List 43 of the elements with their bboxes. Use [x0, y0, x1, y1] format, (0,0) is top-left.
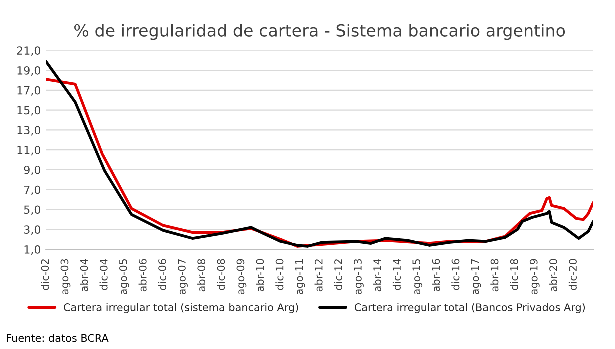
x-tick-label: abr-14: [373, 259, 382, 292]
x-tick-label: dic-18: [510, 259, 518, 290]
x-tick-label: ago-07: [178, 259, 188, 295]
chart-title: % de irregularidad de cartera - Sistema bancario argentino: [74, 24, 566, 40]
source-note: Fuente: datos BCRA: [7, 334, 109, 342]
x-tick-label: dic-02: [41, 260, 50, 290]
x-tick-label: abr-10: [256, 259, 264, 292]
x-tick-label: ago-05: [119, 259, 130, 295]
x-tick-label: ago-19: [530, 259, 540, 295]
legend-label: Cartera irregular total (Bancos Privados Arg): [354, 303, 586, 314]
y-tick-label: 13,0: [18, 126, 41, 136]
y-tick-label: 17,0: [18, 86, 41, 96]
y-tick-label: 9,0: [24, 166, 41, 176]
y-tick-label: 19,0: [18, 66, 41, 76]
x-tick-label: ago-17: [471, 259, 482, 295]
y-tick-label: 1,0: [24, 246, 41, 256]
y-tick-label: 5,0: [24, 206, 41, 216]
y-tick-label: 11,0: [18, 146, 41, 156]
legend-label: Cartera irregular total (sistema bancario Arg): [64, 303, 298, 314]
x-tick-label: abr-06: [138, 259, 147, 292]
x-tick-label: dic-16: [452, 259, 460, 290]
x-tick-label: abr-04: [80, 259, 88, 292]
x-tick-label: abr-12: [314, 260, 323, 292]
y-tick-label: 15,0: [18, 106, 41, 116]
x-tick-label: abr-16: [432, 259, 440, 292]
x-tick-label: dic-04: [100, 259, 108, 290]
y-tick-label: 21,0: [17, 46, 41, 56]
x-tick-label: ago-13: [354, 259, 364, 295]
x-tick-label: dic-08: [217, 259, 226, 290]
x-tick-label: abr-08: [197, 259, 206, 292]
x-tick-label: ago-11: [295, 260, 306, 295]
x-tick-label: dic-12: [334, 260, 342, 290]
x-tick-label: dic-10: [276, 259, 284, 290]
x-tick-label: dic-20: [568, 259, 577, 290]
x-tick-label: ago-09: [236, 259, 247, 295]
x-tick-label: ago-15: [412, 259, 423, 295]
x-tick-label: ago-03: [60, 259, 71, 295]
y-tick-label: 7,0: [24, 186, 41, 196]
x-tick-label: abr-18: [490, 259, 499, 292]
x-tick-label: abr-20: [549, 259, 558, 292]
x-tick-label: dic-14: [392, 259, 402, 290]
y-tick-label: 3,0: [24, 226, 41, 236]
x-tick-label: dic-06: [158, 259, 166, 290]
